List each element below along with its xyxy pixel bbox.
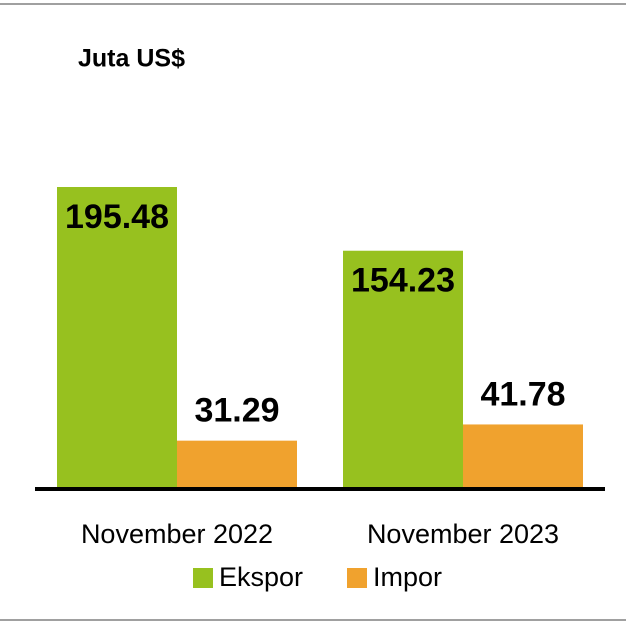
bar [57, 187, 177, 489]
legend-label: Impor [373, 562, 442, 592]
legend-swatch [347, 568, 367, 588]
x-tick-label: November 2023 [367, 519, 559, 549]
bar [343, 250, 463, 489]
chart-title: Juta US$ [78, 45, 185, 73]
value-label: 41.78 [480, 375, 565, 413]
value-label: 154.23 [351, 262, 455, 300]
bar [177, 440, 297, 489]
legend-swatch [193, 568, 213, 588]
legend-label: Ekspor [219, 562, 303, 592]
value-label: 195.48 [65, 198, 169, 236]
bar [463, 424, 583, 489]
value-label: 31.29 [194, 392, 279, 430]
x-tick-label: November 2022 [81, 519, 273, 549]
